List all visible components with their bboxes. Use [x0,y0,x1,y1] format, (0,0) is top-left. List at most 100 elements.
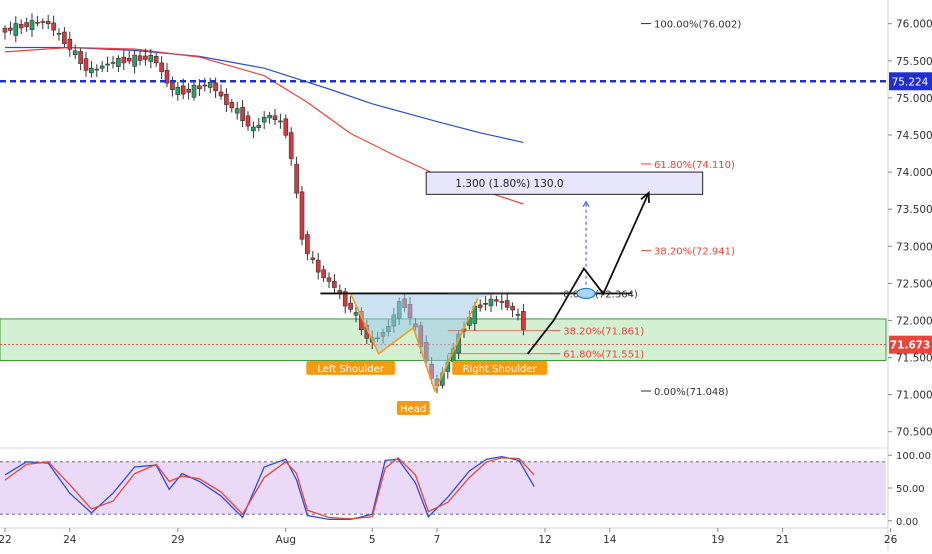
candle-body [504,300,510,308]
candle-body [8,27,13,31]
pattern-label-tag [396,400,430,415]
date-tick-label: Aug [276,534,297,546]
candle-body [72,50,78,55]
price-axis[interactable]: 75.224 71.673 76.000 75.500 75.000 74.500 74.0… [888,19,932,439]
horizontal-level-label: 75.224 [892,76,929,88]
candle [245,111,251,131]
candle-body [483,303,488,305]
date-tick-label: 29 [171,534,184,546]
candle [56,28,62,41]
measure-arrow-head [582,200,590,208]
fib-level-label: 38.20%(71.861) [563,327,644,338]
candle-body [310,257,316,260]
candle-body [218,91,224,97]
candle-body [45,21,51,24]
price-tick-label: 75.500 [896,56,932,68]
pattern-label-tag [306,360,395,375]
date-tick-label: 22 [0,534,12,546]
candle-body [191,84,197,98]
projection-arrow-head [640,190,650,203]
candle [488,293,494,313]
candle [159,56,164,80]
date-axis[interactable]: 22 24 29 Aug 5 7 12 14 19 21 26 [0,528,898,546]
candle-body [83,58,89,71]
horizontal-level-tag [889,72,932,91]
candle-body [78,51,83,64]
price-tick-label: 74.500 [896,130,932,142]
candle-body [224,94,229,105]
candle-body [137,55,143,61]
candle [332,274,337,294]
stochastic-axis[interactable]: 100.00 50.00 0.00 [888,451,931,528]
candle [132,50,137,74]
candle [121,50,127,71]
candle [224,88,229,112]
candle-body [148,54,154,62]
candle [78,48,83,71]
candle-body [332,281,337,288]
fib-level-label: 100.00%(76.002) [654,20,741,31]
candle [8,21,13,35]
candle-body [521,310,526,330]
pattern-outline [349,293,479,394]
candle-body [2,27,8,33]
moving-average-line-1 [5,46,524,143]
fib-level-label: 0.00%(71.048) [654,387,729,398]
candle-body [116,58,121,67]
candle-body [29,20,35,30]
candle-body [488,298,494,307]
candle-body [251,126,256,132]
candle-body [283,118,289,136]
candle [197,79,202,96]
candle [288,127,294,166]
candle-body [40,21,46,23]
candle [110,56,116,69]
candle-body [229,101,235,109]
candle [35,15,40,27]
candle [191,81,197,101]
candle [256,117,262,132]
candle [348,296,353,313]
candle [240,100,245,128]
pattern-label: Left Shoulder [317,364,384,375]
candle-body [326,277,332,282]
stochastic-line-2 [4,457,535,520]
candle-body [261,116,267,123]
candle [521,303,526,336]
candle [278,113,283,129]
price-tick-label: 73.500 [896,204,932,216]
measure-box-label: 1.300 (1.80%) 130.0 [455,178,563,190]
fib-level-label: 61.80%(71.551) [563,350,644,361]
stochastic-band [0,461,886,515]
current-price-label: 71.673 [890,340,931,352]
candle-body [164,69,170,84]
candle [137,50,143,66]
price-tick-label: 76.000 [896,19,932,31]
current-price-tag [889,335,932,354]
candle [40,18,46,30]
date-tick-label: 19 [711,534,724,546]
candle [499,294,505,310]
date-tick-label: 12 [538,534,551,546]
candle-body [477,304,483,308]
candle [2,25,8,40]
stochastic-tick-label: 0.00 [896,517,918,528]
price-tick-label: 75.000 [896,93,932,105]
date-tick-label: 26 [884,534,898,546]
breakout-marker[interactable] [576,287,596,300]
price-tick-label: 72.000 [896,315,932,327]
candle-body [126,57,132,62]
candle-body [89,67,94,74]
measure-box[interactable] [425,171,704,195]
candle [283,114,289,139]
candle-body [321,269,326,279]
annotations-layer: 100.00%(76.002) 61.80%(74.110) 38.20%(72.9… [0,20,886,415]
candle-body [62,31,67,44]
candle-body [159,62,164,72]
projection-path[interactable] [527,192,650,355]
candle [234,101,240,120]
candle-body [132,54,137,67]
candle-body [245,115,251,127]
